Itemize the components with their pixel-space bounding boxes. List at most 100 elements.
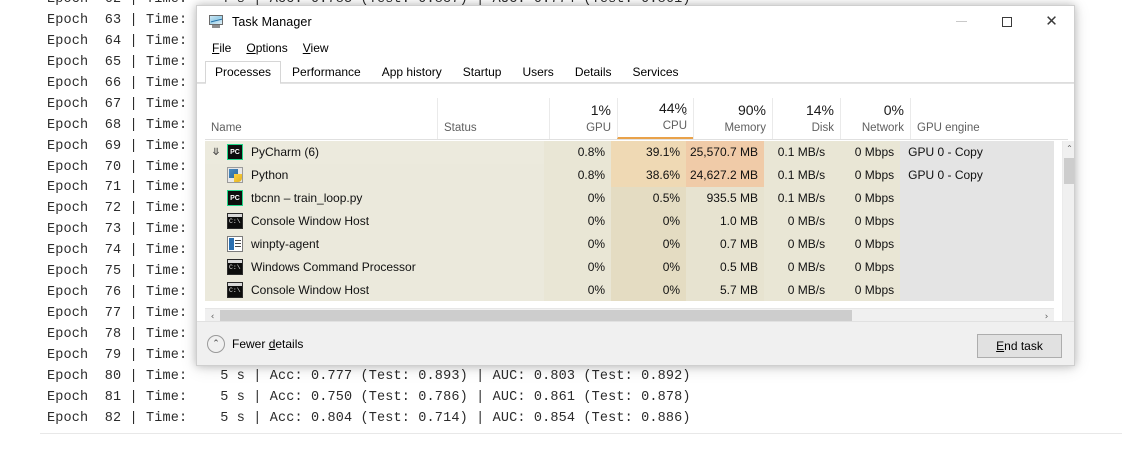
menu-options[interactable]: Options: [246, 40, 288, 55]
menu-options-label: ptions: [255, 40, 288, 55]
vertical-scrollbar-thumb[interactable]: [1064, 158, 1074, 184]
window-controls[interactable]: ✕: [939, 6, 1074, 37]
horizontal-scrollbar[interactable]: ‹ ›: [205, 308, 1054, 325]
fewer-details-pre: Fewer: [232, 336, 269, 351]
table-header-row[interactable]: Name Status 1% GPU ⌄ 44% CPU 90% Memory …: [205, 98, 1068, 140]
close-button[interactable]: ✕: [1029, 6, 1074, 37]
tab-details[interactable]: Details: [574, 65, 612, 79]
cell-gpu-engine: [900, 209, 1054, 233]
cell-disk: 0.1 MB/s: [764, 141, 832, 164]
column-label-gpu-engine: GPU engine: [917, 122, 980, 134]
menu-view[interactable]: View: [302, 40, 329, 55]
processes-panel: Name Status 1% GPU ⌄ 44% CPU 90% Memory …: [197, 83, 1074, 365]
tab-startup[interactable]: Startup: [462, 65, 502, 79]
console-line: Epoch 68 | Time:: [47, 117, 188, 133]
cell-cpu: 0.5%: [611, 186, 687, 210]
scroll-up-icon[interactable]: ⌃: [1066, 144, 1073, 153]
horizontal-scrollbar-track[interactable]: [220, 308, 1039, 325]
tab-performance[interactable]: Performance: [292, 65, 361, 79]
tab-users[interactable]: Users: [522, 65, 554, 79]
process-name: Windows Command Processor: [251, 259, 416, 274]
table-row[interactable]: tbcnn – train_loop.py 0% 0.5% 935.5 MB 0…: [205, 186, 1054, 210]
cell-gpu: 0%: [543, 255, 612, 279]
menu-file-label: ile: [219, 40, 232, 55]
cell-name[interactable]: Console Window Host: [205, 278, 434, 301]
pycharm-icon: [227, 190, 243, 207]
console-line: Epoch 82 | Time: 5 s | Acc: 0.804 (Test:…: [47, 410, 691, 426]
cell-network: 0 Mbps: [831, 255, 901, 279]
maximize-button[interactable]: [984, 6, 1029, 37]
scroll-left-icon[interactable]: ‹: [210, 311, 215, 322]
table-row[interactable]: Python 0.8% 38.6% 24,627.2 MB 0.1 MB/s 0…: [205, 163, 1054, 187]
cell-name[interactable]: Windows Command Processor: [205, 255, 434, 278]
table-row[interactable]: ⤋ PyCharm (6) 0.8% 39.1% 25,570.7 MB 0.1…: [205, 141, 1054, 164]
sort-descending-icon: ⌄: [681, 107, 689, 117]
console-line: Epoch 62 | Time: 4 s | Acc: 0.783 (Test:…: [0, 0, 1122, 11]
cell-gpu: 0%: [543, 278, 612, 302]
task-manager-icon: [207, 14, 224, 29]
fewer-details-button[interactable]: ⌃ Fewer details: [207, 334, 303, 353]
process-name: Python: [251, 168, 289, 183]
column-header-cpu[interactable]: ⌄ 44% CPU: [617, 98, 693, 139]
table-row[interactable]: Console Window Host 0% 0% 1.0 MB 0 MB/s …: [205, 209, 1054, 233]
console-line: Epoch 70 | Time:: [47, 159, 188, 175]
cell-cpu: 0%: [611, 278, 687, 302]
cell-network: 0 Mbps: [831, 209, 901, 233]
cell-gpu-engine: [900, 232, 1054, 256]
console-line: Epoch 63 | Time:: [47, 12, 188, 28]
process-name: PyCharm (6): [251, 145, 320, 160]
window-titlebar[interactable]: Task Manager ✕: [197, 6, 1074, 37]
menu-file[interactable]: File: [212, 40, 232, 55]
cell-name[interactable]: ⤋ PyCharm (6): [205, 141, 434, 164]
table-row[interactable]: Windows Command Processor 0% 0% 0.5 MB 0…: [205, 255, 1054, 279]
table-row[interactable]: winpty-agent 0% 0% 0.7 MB 0 MB/s 0 Mbps: [205, 232, 1054, 256]
cell-gpu: 0.8%: [543, 141, 612, 164]
cell-memory: 0.7 MB: [686, 232, 764, 256]
cell-status: [434, 210, 544, 233]
cell-cpu: 38.6%: [611, 163, 687, 187]
process-name: Console Window Host: [251, 214, 370, 229]
tabstrip[interactable]: Processes Performance App history Startu…: [197, 59, 1074, 84]
horizontal-scrollbar-thumb[interactable]: [220, 309, 852, 324]
process-name: tbcnn – train_loop.py: [251, 191, 363, 206]
console-line: Epoch 72 | Time:: [47, 201, 188, 217]
cell-name[interactable]: Python: [205, 164, 434, 187]
console-divider: [40, 433, 1122, 434]
menubar[interactable]: File Options View: [197, 37, 1074, 59]
cell-name[interactable]: winpty-agent: [205, 233, 434, 256]
close-icon: ✕: [1045, 12, 1058, 30]
cell-gpu-engine: [900, 186, 1054, 210]
cell-network: 0 Mbps: [831, 141, 901, 164]
end-task-mnemonic: E: [996, 339, 1005, 353]
console-line: Epoch 66 | Time:: [47, 75, 188, 91]
minimize-button[interactable]: [939, 6, 984, 37]
tab-app-history[interactable]: App history: [381, 65, 442, 79]
vertical-scrollbar[interactable]: ⌃ ⌄: [1062, 141, 1074, 351]
column-label-status: Status: [444, 122, 477, 134]
cell-name[interactable]: tbcnn – train_loop.py: [205, 187, 434, 210]
table-row[interactable]: Console Window Host 0% 0% 5.7 MB 0 MB/s …: [205, 278, 1054, 302]
column-header-name[interactable]: Name: [205, 98, 437, 139]
column-header-status[interactable]: Status: [437, 98, 549, 139]
tab-processes[interactable]: Processes: [205, 61, 282, 84]
console-line: Epoch 73 | Time:: [47, 222, 188, 238]
cell-name[interactable]: Console Window Host: [205, 210, 434, 233]
cell-gpu-engine: GPU 0 - Copy: [900, 141, 1054, 164]
cell-network: 0 Mbps: [831, 163, 901, 187]
column-header-gpu[interactable]: 1% GPU: [549, 98, 617, 139]
column-header-network[interactable]: 0% Network: [840, 98, 910, 139]
tab-services[interactable]: Services: [632, 65, 679, 79]
column-label-memory: Memory: [724, 122, 766, 134]
column-header-gpu-engine[interactable]: GPU engine: [910, 98, 1068, 139]
column-header-memory[interactable]: 90% Memory: [693, 98, 772, 139]
cell-gpu-engine: [900, 255, 1054, 279]
task-manager-window[interactable]: Task Manager ✕ File Options View Process…: [196, 5, 1075, 366]
console-icon: [227, 258, 243, 275]
cell-disk: 0.1 MB/s: [764, 163, 832, 187]
column-header-disk[interactable]: 14% Disk: [772, 98, 840, 139]
console-line: Epoch 67 | Time:: [47, 96, 188, 112]
pycharm-icon: [227, 144, 243, 161]
chevron-down-icon[interactable]: ⤋: [211, 146, 221, 158]
scroll-right-icon[interactable]: ›: [1044, 311, 1049, 322]
